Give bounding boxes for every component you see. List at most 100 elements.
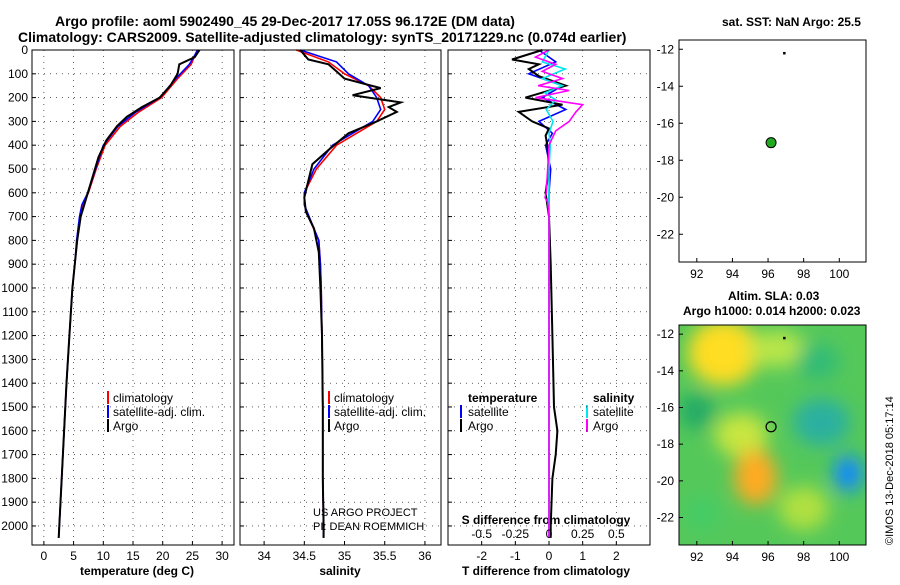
temperature-series-argo [57,49,201,538]
sst-ytick-label: -12 [657,42,675,56]
depth-tick-label: 900 [8,257,28,271]
altim-field [679,325,863,533]
altim-ytick-label: -20 [657,474,675,488]
altim-profile-marker [765,421,777,433]
temperature-xtick-label: 30 [215,549,229,563]
altim-xtick-label: 92 [690,550,704,564]
legend-s-sat-label: satellite [593,405,634,419]
depth-tick-label: 200 [8,91,28,105]
altim-xtick-label: 94 [726,550,740,564]
legend-argo-label: Argo [113,419,139,433]
temperature-xtick-label: 5 [70,549,77,563]
legend-clim-label: climatology [113,391,173,405]
legend-sat-label: satellite-adj. clim. [113,405,205,419]
altim-ytick-label: -22 [657,511,675,525]
salinity-frame [239,49,442,546]
grid-layer [32,49,650,545]
altim-title-line2: Argo h1000: 0.014 h2000: 0.023 [683,304,861,318]
salinity-legend: climatology satellite-adj. clim. Argo [328,391,426,433]
altim-blob [679,392,715,430]
temperature-xtick-label: 15 [126,549,140,563]
altim-blob [684,495,720,533]
depth-tick-label: 400 [8,138,28,152]
altim-blob [714,413,769,457]
legend-salinity-heading: salinity [593,391,635,405]
temperature-xtick-label: 10 [97,549,111,563]
difference-top-tick-label: -0.5 [471,527,492,541]
depth-tick-label: 1600 [1,424,28,438]
salinity-xlabel: salinity [319,564,361,578]
difference-series-s-argo [533,49,585,538]
temperature-xtick-label: 25 [186,549,200,563]
legend-argo-label: Argo [334,419,360,433]
legend-temperature-heading: temperature [468,391,538,405]
altim-blob [796,343,840,380]
difference-xtick-label: 2 [613,549,620,563]
legend-clim-label: climatology [334,391,394,405]
altim-ytick-label: -12 [657,327,675,341]
difference-xtick-label: -2 [476,549,487,563]
sst-xtick-label: 98 [797,267,811,281]
altim-frame [678,324,867,546]
depth-tick-label: 1400 [1,376,28,390]
salinity-xtick-label: 36 [418,549,432,563]
legend-t-sat-label: satellite [468,405,509,419]
legend-sat-label: satellite-adj. clim. [334,405,426,419]
pi-annotation: PI: DEAN ROEMMICH [313,521,424,533]
difference-legend: temperature satellite Argo salinity sate… [460,391,635,433]
sst-ytick-label: -16 [657,116,675,130]
difference-top-tick-label: -0.25 [502,527,530,541]
depth-tick-label: 100 [8,67,28,81]
depth-tick-label: 1100 [2,305,28,319]
altim-xtick-label: 98 [797,550,811,564]
axes-layer: 0 5 10 15 20 25 30 34 34.5 35 35.5 36 -2 -1 0 1 2 -0.5 -0.… [1,43,651,563]
altim-ytick-label: -16 [657,401,675,415]
salinity-xtick-label: 34.5 [293,549,317,563]
depth-tick-label: 500 [8,162,28,176]
temperature-xlabel: temperature (deg C) [80,564,194,578]
altim-ytick-label: -14 [657,364,675,378]
sst-xtick-label: 96 [761,267,775,281]
altim-ytick-label: -18 [657,437,675,451]
altim-xtick-label: 96 [761,550,775,564]
depth-tick-label: 1700 [1,448,28,462]
difference-series-t-argo [511,49,570,538]
difference-top-tick-label: 0.25 [571,527,595,541]
imos-watermark: ©IMOS 13-Dec-2018 05:17:14 [884,396,896,545]
altim-track-point [783,336,786,340]
altim-blob [734,449,777,505]
sst-ytick-label: -20 [657,190,675,204]
salinity-xtick-label: 35 [338,549,352,563]
legend-s-argo-label: Argo [593,419,619,433]
sst-xtick-label: 92 [690,267,704,281]
altim-blob [687,325,760,386]
sst-ytick-label: -18 [657,153,675,167]
sst-profile-marker [765,137,777,149]
difference-top-tick-label: 0.5 [608,527,625,541]
difference-xtick-label: -1 [510,549,521,563]
sst-title: sat. SST: NaN Argo: 25.5 [722,15,861,29]
salinity-xtick-label: 35.5 [373,549,397,563]
difference-top-tick-label: 0 [546,527,553,541]
depth-tick-label: 0 [21,43,28,57]
depth-tick-label: 600 [8,186,28,200]
sst-frame [678,39,867,263]
difference-xlabel: T difference from climatology [462,564,630,578]
altim-blob [748,330,806,368]
depth-tick-label: 1000 [1,281,28,295]
altim-xtick-label: 100 [829,550,849,564]
depth-tick-label: 700 [8,210,28,224]
title-line1: Argo profile: aoml 5902490_45 29-Dec-201… [55,13,515,29]
sst-track-point [783,51,786,55]
depth-tick-label: 1500 [1,400,28,414]
depth-tick-label: 1900 [1,495,28,509]
temperature-xtick-label: 20 [156,549,170,563]
salinity-series-argo [299,49,405,538]
sst-background [679,40,866,262]
temperature-series-climatology [57,49,198,538]
depth-tick-label: 1300 [1,352,28,366]
sst-ytick-label: -14 [657,79,675,93]
altim-blob [778,486,829,531]
sst-xtick-label: 100 [829,267,849,281]
altim-blob [833,455,863,492]
